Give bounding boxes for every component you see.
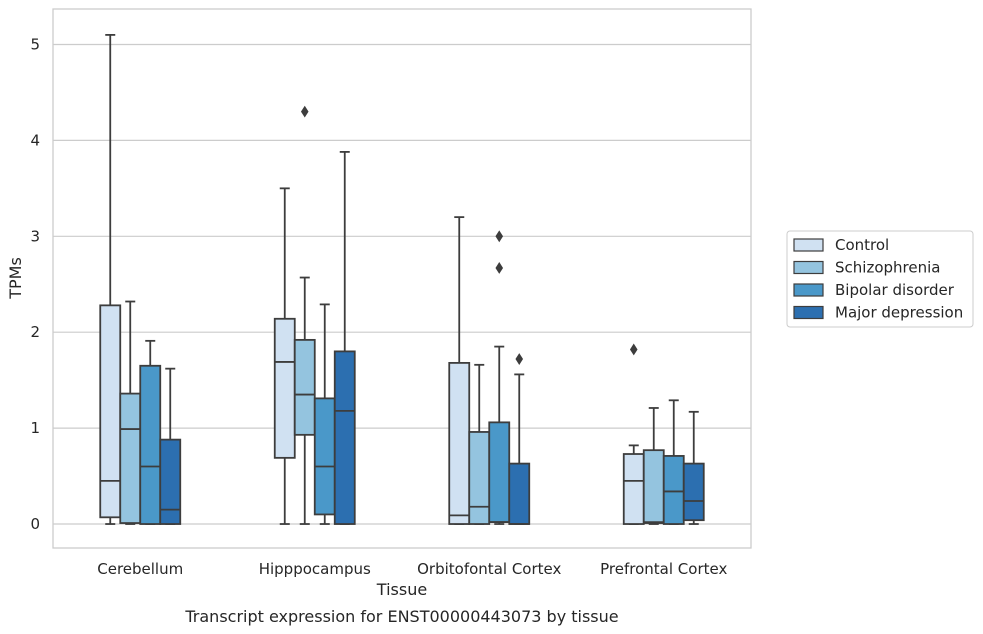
y-tick-label: 4: [30, 131, 40, 149]
box-control: [622, 343, 645, 525]
box-body: [642, 449, 665, 524]
y-tick-label: 3: [30, 227, 40, 245]
box-schizophrenia: [293, 105, 316, 525]
box-body: [333, 350, 356, 525]
legend-entry-label: Schizophrenia: [835, 259, 940, 277]
box-body: [273, 317, 296, 459]
box-body: [293, 338, 316, 436]
box-body: [139, 364, 162, 525]
legend-frame: [786, 230, 974, 328]
y-axis-label: TPMs: [6, 257, 25, 300]
box-control: [448, 216, 471, 525]
x-tick-label: Cerebellum: [97, 560, 183, 578]
outlier-point: [629, 343, 638, 356]
y-tick-label: 0: [30, 515, 40, 533]
box-body: [508, 462, 531, 525]
outlier-point: [515, 353, 524, 365]
box-major-depression: [333, 151, 356, 525]
box-bipolar-disorder: [139, 339, 162, 525]
box-groups: [99, 33, 705, 525]
y-tick-label: 2: [30, 323, 40, 341]
y-tick-label: 5: [30, 35, 40, 53]
legend-swatch: [793, 260, 824, 275]
outlier-point: [300, 105, 309, 118]
x-tick-label: Hipppocampus: [259, 560, 371, 578]
chart-caption: Transcript expression for ENST0000044307…: [184, 607, 618, 626]
box-body: [99, 304, 122, 519]
x-axis-label: Tissue: [376, 580, 427, 599]
legend-swatch: [793, 305, 824, 320]
y-tick-label: 1: [30, 419, 40, 437]
legend: Control Schizophrenia Bipolar disorder Majo…: [786, 230, 974, 328]
legend-swatch: [793, 283, 824, 297]
outlier-point: [495, 230, 504, 243]
box-body: [682, 462, 705, 522]
legend-entry-label: Control: [835, 236, 889, 254]
box-body: [622, 453, 645, 525]
x-tick-label: Orbitofontal Cortex: [417, 560, 561, 578]
box-body: [488, 421, 511, 524]
box-major-depression: [682, 410, 705, 525]
legend-entry-label: Major depression: [835, 304, 963, 322]
box-body: [662, 455, 685, 525]
x-tick-label: Prefrontal Cortex: [600, 560, 727, 578]
box-body: [313, 397, 336, 516]
box-body: [159, 438, 182, 525]
legend-entry-label: Bipolar disorder: [835, 281, 955, 299]
box-major-depression: [159, 367, 182, 525]
y-tick-labels: 0 1 2 3 4 5: [30, 35, 40, 533]
box-body: [119, 392, 142, 524]
legend-swatch: [793, 238, 824, 252]
box-major-depression: [508, 353, 531, 525]
x-tick-labels: Cerebellum Hipppocampus Orbitofontal Corte…: [97, 560, 727, 578]
outlier-point: [495, 262, 504, 274]
box-body: [468, 431, 491, 525]
box-body: [448, 361, 471, 525]
